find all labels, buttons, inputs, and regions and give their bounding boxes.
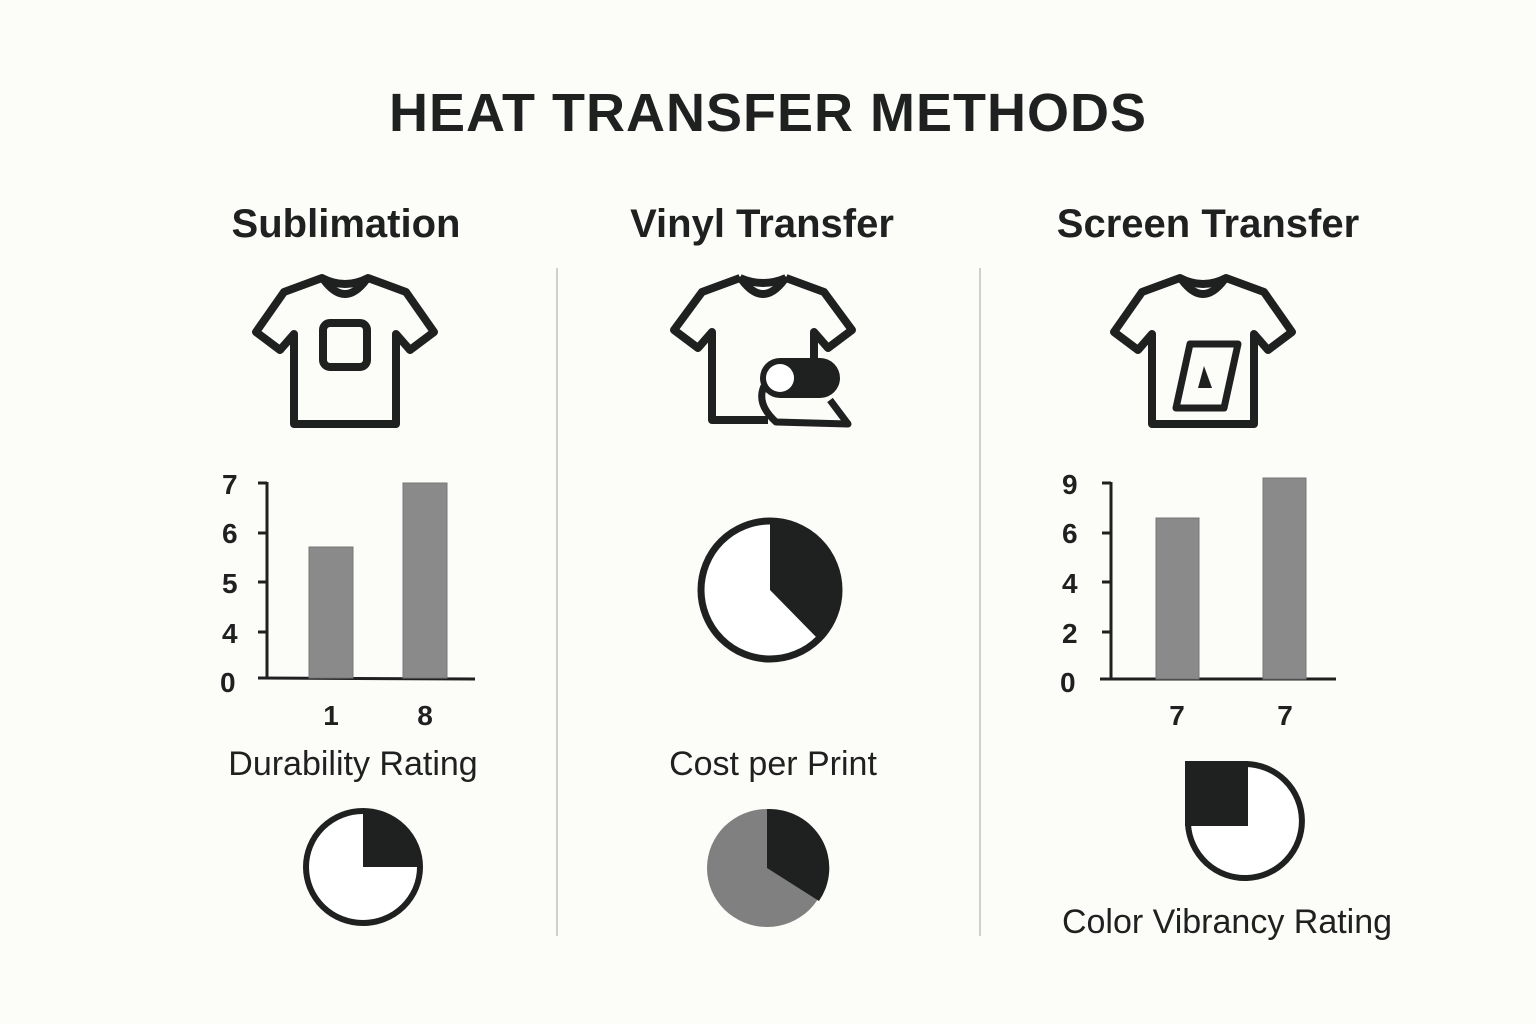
durability-rating-label: Durability Rating: [228, 745, 478, 783]
y-tick: 4: [1062, 568, 1078, 599]
vinyl-pie-chart: [697, 517, 843, 663]
y-tick: 5: [222, 568, 238, 599]
bar: [402, 482, 448, 679]
color-vibrancy-pie-chart: [1185, 761, 1305, 881]
column-divider: [979, 268, 981, 936]
y-tick: 0: [1060, 667, 1076, 698]
y-tick: 7: [222, 469, 238, 500]
page-title: HEAT TRANSFER METHODS: [389, 83, 1147, 143]
bar: [1262, 477, 1307, 680]
cost-per-print-label: Cost per Print: [669, 745, 877, 783]
cost-per-print-pie-chart: [707, 808, 830, 927]
sublimation-bar-chart: 7 6 5 4 0 1 8: [220, 469, 476, 731]
y-tick: 4: [222, 618, 238, 649]
sublimation-pie-chart: [303, 808, 423, 926]
y-tick: 2: [1062, 618, 1078, 649]
tshirt-square-print-icon: [252, 274, 438, 428]
tshirt-vinyl-roll-icon: [670, 274, 856, 428]
bar: [1155, 517, 1200, 680]
color-vibrancy-rating-label: Color Vibrancy Rating: [1061, 903, 1393, 941]
screen-transfer-bar-chart: 9 6 4 2 0 7 7: [1060, 469, 1336, 731]
column-divider: [556, 268, 558, 936]
column-title-screen-transfer: Screen Transfer: [1056, 202, 1360, 246]
x-tick: 8: [417, 700, 433, 731]
column-title-sublimation: Sublimation: [231, 202, 461, 246]
tshirt-screen-frame-icon: [1110, 274, 1296, 428]
x-tick: 1: [323, 700, 339, 731]
bar: [308, 546, 354, 679]
x-tick: 7: [1169, 700, 1185, 731]
y-tick: 6: [1062, 518, 1078, 549]
y-tick: 6: [222, 518, 238, 549]
y-tick: 0: [220, 667, 236, 698]
y-tick: 9: [1062, 469, 1078, 500]
column-title-vinyl-transfer: Vinyl Transfer: [630, 202, 894, 246]
x-tick: 7: [1277, 700, 1293, 731]
